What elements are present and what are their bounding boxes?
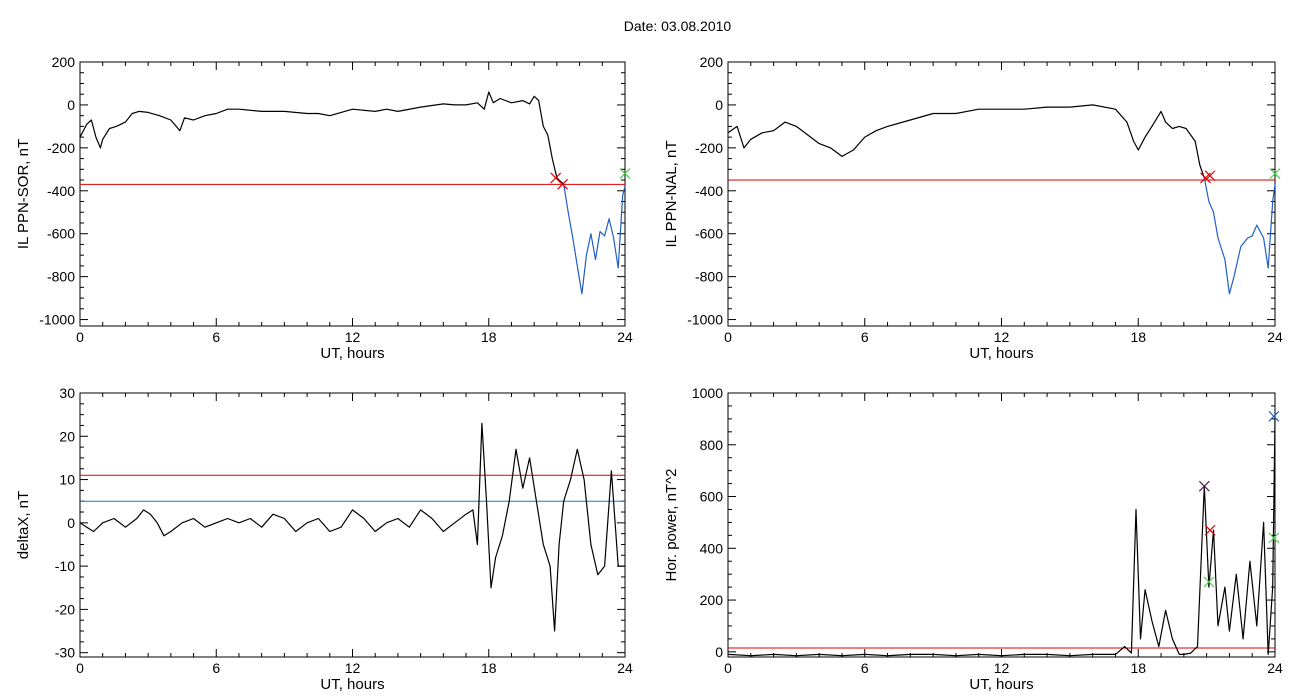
cross-marker-blue [1268,410,1280,422]
x-axis-label: UT, hours [969,345,1033,362]
y-tick-label: -800 [47,269,75,285]
y-axis-label: IL PPN-NAL, nT [663,141,680,248]
x-tick-label: 24 [617,660,633,676]
x-tick-label: 24 [1267,329,1283,345]
y-axis-label: Hor. power, nT^2 [663,469,680,582]
y-tick-label: 30 [59,385,75,401]
x-tick-label: 0 [724,329,732,345]
y-tick-label: -1000 [687,312,723,328]
y-tick-label: 400 [700,540,724,556]
y-tick-label: 10 [59,472,75,488]
plot-frame [727,61,1276,327]
y-axis-label: deltaX, nT [15,491,32,559]
cross-marker-green [1203,576,1215,588]
y-tick-label: -10 [55,558,75,574]
x-tick-label: 18 [1130,660,1146,676]
x-tick-label: 6 [861,660,869,676]
panel-il-ppn-nal: 0 6 12 18 24 200 0 -200 -400 -600 -800 -1000 UT, hou… [663,54,1283,362]
panel-il-ppn-sor: 0 6 12 18 24 200 0 -200 -400 -600 -800 -1000 UT, hou… [15,54,633,362]
figure-title: Date: 03.08.2010 [623,18,732,34]
cross-marker-green [1268,532,1280,544]
y-tick-label: 0 [715,644,723,660]
series-line-black [79,91,565,185]
plot-frame [79,61,626,327]
y-tick-label: 1000 [692,385,723,401]
x-tick-label: 24 [1267,660,1283,676]
y-tick-label: -20 [55,601,75,617]
x-tick-label: 12 [345,329,361,345]
panel-deltax: 0 6 12 18 24 30 20 10 0 -10 -20 -30 UT, hours deltaX,… [15,385,633,693]
y-tick-label: -800 [695,269,723,285]
y-tick-label: 0 [67,97,75,113]
x-tick-label: 6 [212,329,220,345]
y-tick-label: 200 [52,54,76,70]
y-tick-label: 600 [700,489,724,505]
y-tick-label: -30 [55,645,75,661]
y-tick-label: -200 [695,140,723,156]
y-tick-label: 0 [67,515,75,531]
x-tick-label: 18 [1130,329,1146,345]
x-axis-label: UT, hours [969,676,1033,693]
y-tick-label: 800 [700,437,724,453]
y-tick-label: -400 [47,183,75,199]
y-tick-label: -600 [47,226,75,242]
cross-marker-green [1269,168,1281,180]
series-line-blue [563,184,626,295]
y-tick-label: 0 [715,97,723,113]
cross-marker-red [557,178,568,190]
y-tick-label: 200 [700,592,724,608]
panel-hor-power: 0 6 12 18 24 1000 800 600 400 200 0 UT, hours Hor. p… [663,385,1283,693]
cross-marker-purple [1198,480,1210,492]
x-tick-label: 12 [994,329,1010,345]
y-tick-label: 20 [59,428,75,444]
x-tick-label: 18 [481,329,497,345]
x-tick-label: 12 [345,660,361,676]
x-tick-label: 18 [481,660,497,676]
x-tick-label: 24 [617,329,633,345]
cross-marker-red [1204,170,1216,182]
series-line-black [79,422,625,632]
plot-frame [727,392,1276,658]
y-axis-label: IL PPN-SOR, nT [15,139,32,249]
cross-marker-green [619,168,631,180]
cross-marker-red [1204,524,1216,536]
y-tick-label: 200 [700,54,724,70]
plot-frame [79,392,626,658]
series-line-black [727,418,1276,657]
x-tick-label: 12 [994,660,1010,676]
y-tick-label: -600 [695,226,723,242]
x-tick-label: 0 [76,329,84,345]
x-axis-label: UT, hours [320,676,384,693]
y-tick-label: -200 [47,140,75,156]
x-axis-label: UT, hours [320,345,384,362]
y-tick-label: -400 [695,183,723,199]
x-tick-label: 6 [861,329,869,345]
x-tick-label: 0 [76,660,84,676]
x-tick-label: 0 [724,660,732,676]
series-line-black [727,104,1205,179]
series-line-blue [1203,177,1276,295]
x-tick-label: 6 [212,660,220,676]
y-tick-label: -1000 [39,312,75,328]
